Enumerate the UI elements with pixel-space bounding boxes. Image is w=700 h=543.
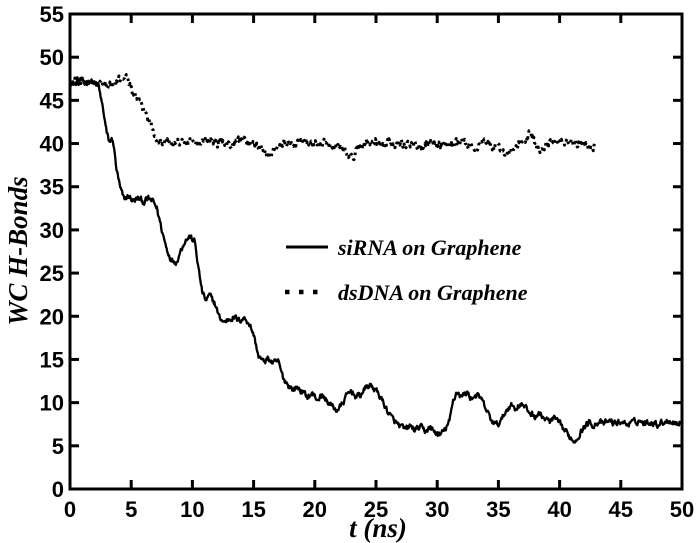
axis-ticks [68,12,684,491]
y-tick-label: 55 [40,2,64,27]
x-tick-label: 5 [125,497,137,522]
y-tick-label: 50 [40,45,64,70]
y-tick-label: 40 [40,132,64,157]
legend: siRNA on Graphene dsDNA on Graphene [285,235,528,305]
axis-tick-labels: 0 5 10 15 20 25 30 35 40 45 50 0 5 10 15 20 25 30 35 40 45 50… [40,2,695,522]
y-tick-label: 0 [52,477,64,502]
y-tick-label: 5 [52,434,64,459]
x-tick-label: 30 [425,497,449,522]
x-tick-label: 20 [303,497,327,522]
x-tick-label: 25 [364,497,388,522]
y-tick-label: 15 [40,347,64,372]
x-tick-label: 50 [670,497,694,522]
y-tick-label: 30 [40,218,64,243]
series-sirna-line [68,76,683,444]
x-tick-label: 40 [547,497,571,522]
y-tick-label: 25 [40,261,64,286]
x-tick-label: 35 [486,497,510,522]
x-tick-label: 0 [64,497,76,522]
y-tick-label: 35 [40,175,64,200]
y-tick-label: 10 [40,391,64,416]
y-tick-label: 45 [40,88,64,113]
y-axis-label: WC H-Bonds [3,176,33,325]
x-tick-label: 15 [241,497,265,522]
series-group [68,73,683,444]
y-tick-label: 20 [40,304,64,329]
x-axis-label: t (ns) [349,513,407,543]
legend-sirna-label: siRNA on Graphene [337,235,522,260]
x-tick-label: 10 [180,497,204,522]
series-dsdna-dotted [68,73,597,162]
legend-dsdna-label: dsDNA on Graphene [338,280,528,305]
x-tick-label: 45 [609,497,633,522]
